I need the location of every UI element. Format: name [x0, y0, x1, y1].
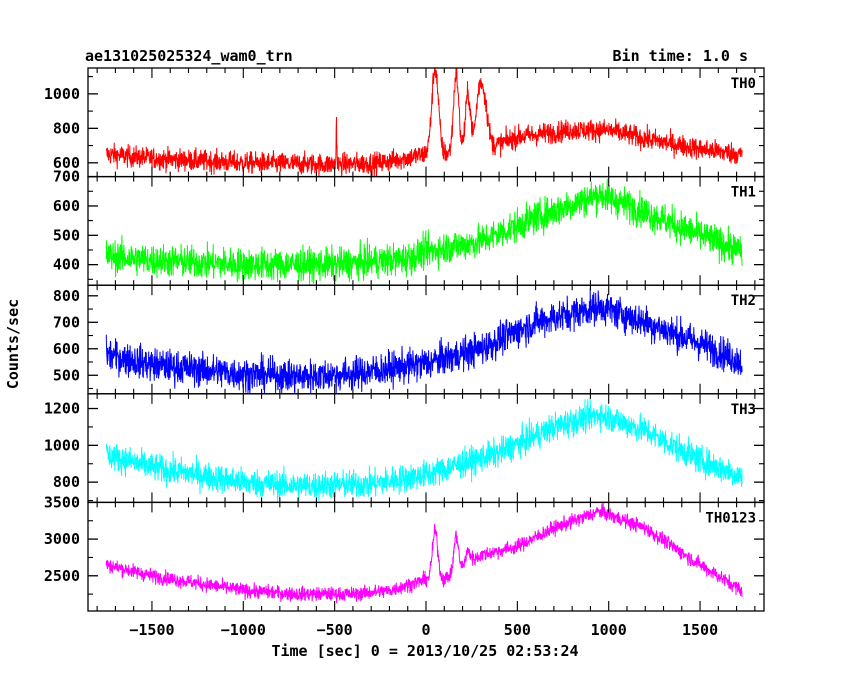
panel-frame-th2	[87, 284, 765, 395]
panel-th1: 400 500 600 700 TH1	[53, 168, 765, 286]
panel-label-th0123: TH0123	[705, 510, 756, 526]
y-tick-label-th0: 800	[53, 119, 80, 137]
x-axis-label: Time [sec] 0 = 2013/10/25 02:53:24	[271, 642, 578, 660]
x-tick-label: −1500	[129, 621, 174, 639]
series-line-th0123	[105, 502, 743, 604]
x-tick-label: 1500	[682, 621, 718, 639]
x-tick-label: 1000	[591, 621, 627, 639]
y-tick-label-th2: 700	[53, 313, 80, 331]
y-tick-label-th0: 600	[53, 154, 80, 172]
y-tick-label-th0123: 3000	[44, 530, 80, 548]
y-tick-label-th3: 800	[53, 473, 80, 491]
y-tick-label-th0123: 2500	[44, 567, 80, 585]
panel-label-th1: TH1	[731, 185, 756, 201]
y-axis-label: Counts/sec	[4, 299, 22, 389]
panel-th3: 800 1000 1200 TH3	[44, 393, 765, 504]
panel-th2: 500 600 700 800 TH2	[53, 284, 765, 395]
panel-frame-th0123	[87, 501, 765, 612]
x-tick-label: −500	[317, 621, 353, 639]
y-tick-label-th1: 600	[53, 197, 80, 215]
y-tick-label-th0123: 3500	[44, 493, 80, 511]
y-tick-label-th1: 400	[53, 256, 80, 274]
y-tick-label-th2: 500	[53, 366, 80, 384]
y-tick-label-th1: 500	[53, 226, 80, 244]
panel-label-th0: TH0	[731, 76, 756, 92]
y-tick-label-th3: 1000	[44, 436, 80, 454]
series-line-th3	[105, 397, 743, 503]
panel-label-th2: TH2	[731, 293, 756, 309]
y-tick-label-th1: 700	[53, 168, 80, 186]
y-tick-label-th2: 800	[53, 287, 80, 305]
panel-th0: 600 800 1000 TH0	[44, 67, 765, 178]
series-line-th0	[105, 67, 743, 177]
series-line-th2	[105, 288, 743, 394]
bin-time-label: Bin time: 1.0 s	[613, 47, 748, 65]
y-tick-label-th3: 1200	[44, 400, 80, 418]
x-tick-label: 500	[504, 621, 531, 639]
plot-layer: 6008001000TH0400500600700TH1500600700800…	[44, 67, 765, 639]
y-tick-label-th0: 1000	[44, 85, 80, 103]
y-tick-label-th2: 600	[53, 340, 80, 358]
x-tick-label: −1000	[221, 621, 266, 639]
panel-label-th3: TH3	[731, 402, 756, 418]
panel-frame-th3	[87, 393, 765, 504]
panel-th0123: 2500 3000 3500 TH0123	[44, 493, 765, 612]
chart-title: ae131025025324_wam0_trn	[85, 47, 293, 65]
x-tick-label: 0	[421, 621, 430, 639]
series-line-th1	[105, 178, 743, 286]
